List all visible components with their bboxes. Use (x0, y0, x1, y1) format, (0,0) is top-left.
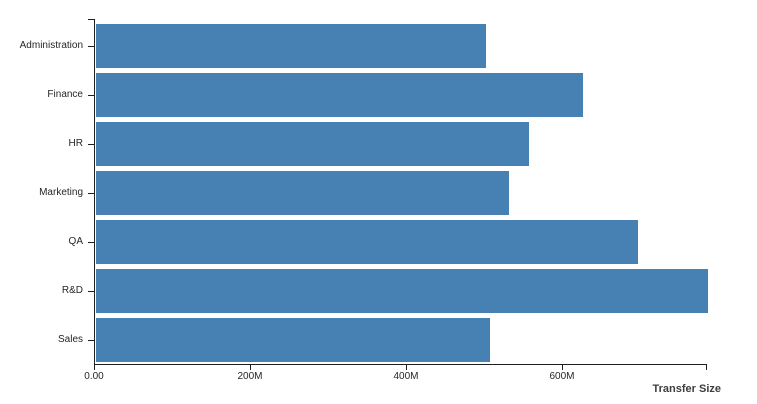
y-tick-finance (88, 95, 95, 96)
y-tick-label-hr: HR (68, 138, 83, 150)
x-axis-title: Transfer Size (652, 383, 721, 395)
y-tick-marketing (88, 193, 95, 194)
bar-sales[interactable] (96, 317, 490, 363)
y-tick-label-administration: Administration (19, 40, 83, 52)
y-tick-administration (88, 46, 95, 47)
y-tick-label-finance: Finance (47, 89, 83, 101)
bar-r-d[interactable] (96, 268, 708, 314)
x-axis-line (94, 364, 707, 365)
x-tick-0-00 (94, 364, 95, 370)
y-tick-label-r-d: R&D (61, 284, 83, 296)
bar-hr[interactable] (96, 121, 529, 167)
x-tick-600m (562, 364, 563, 370)
y-tick-r-d (88, 291, 95, 292)
bar-finance[interactable] (96, 73, 584, 118)
bar-marketing[interactable] (96, 170, 510, 216)
bar-administration[interactable] (96, 24, 486, 69)
x-tick-label-200m: 200M (237, 371, 263, 382)
y-axis-end-tick (88, 19, 95, 20)
x-tick-label-0-00: 0.00 (84, 371, 104, 382)
y-axis-line (94, 19, 95, 364)
y-tick-label-marketing: Marketing (39, 187, 83, 198)
y-tick-label-sales: Sales (57, 333, 83, 345)
x-tick-200m (250, 364, 251, 370)
bar-qa[interactable] (96, 219, 638, 265)
y-tick-qa (88, 242, 95, 243)
x-axis-end-tick (706, 364, 707, 370)
x-tick-label-400m: 400M (393, 371, 419, 382)
x-tick-label-600m: 600M (549, 371, 575, 382)
x-tick-400m (406, 364, 407, 370)
y-tick-sales (88, 340, 95, 341)
y-tick-label-qa: QA (68, 236, 83, 247)
y-tick-hr (88, 144, 95, 145)
